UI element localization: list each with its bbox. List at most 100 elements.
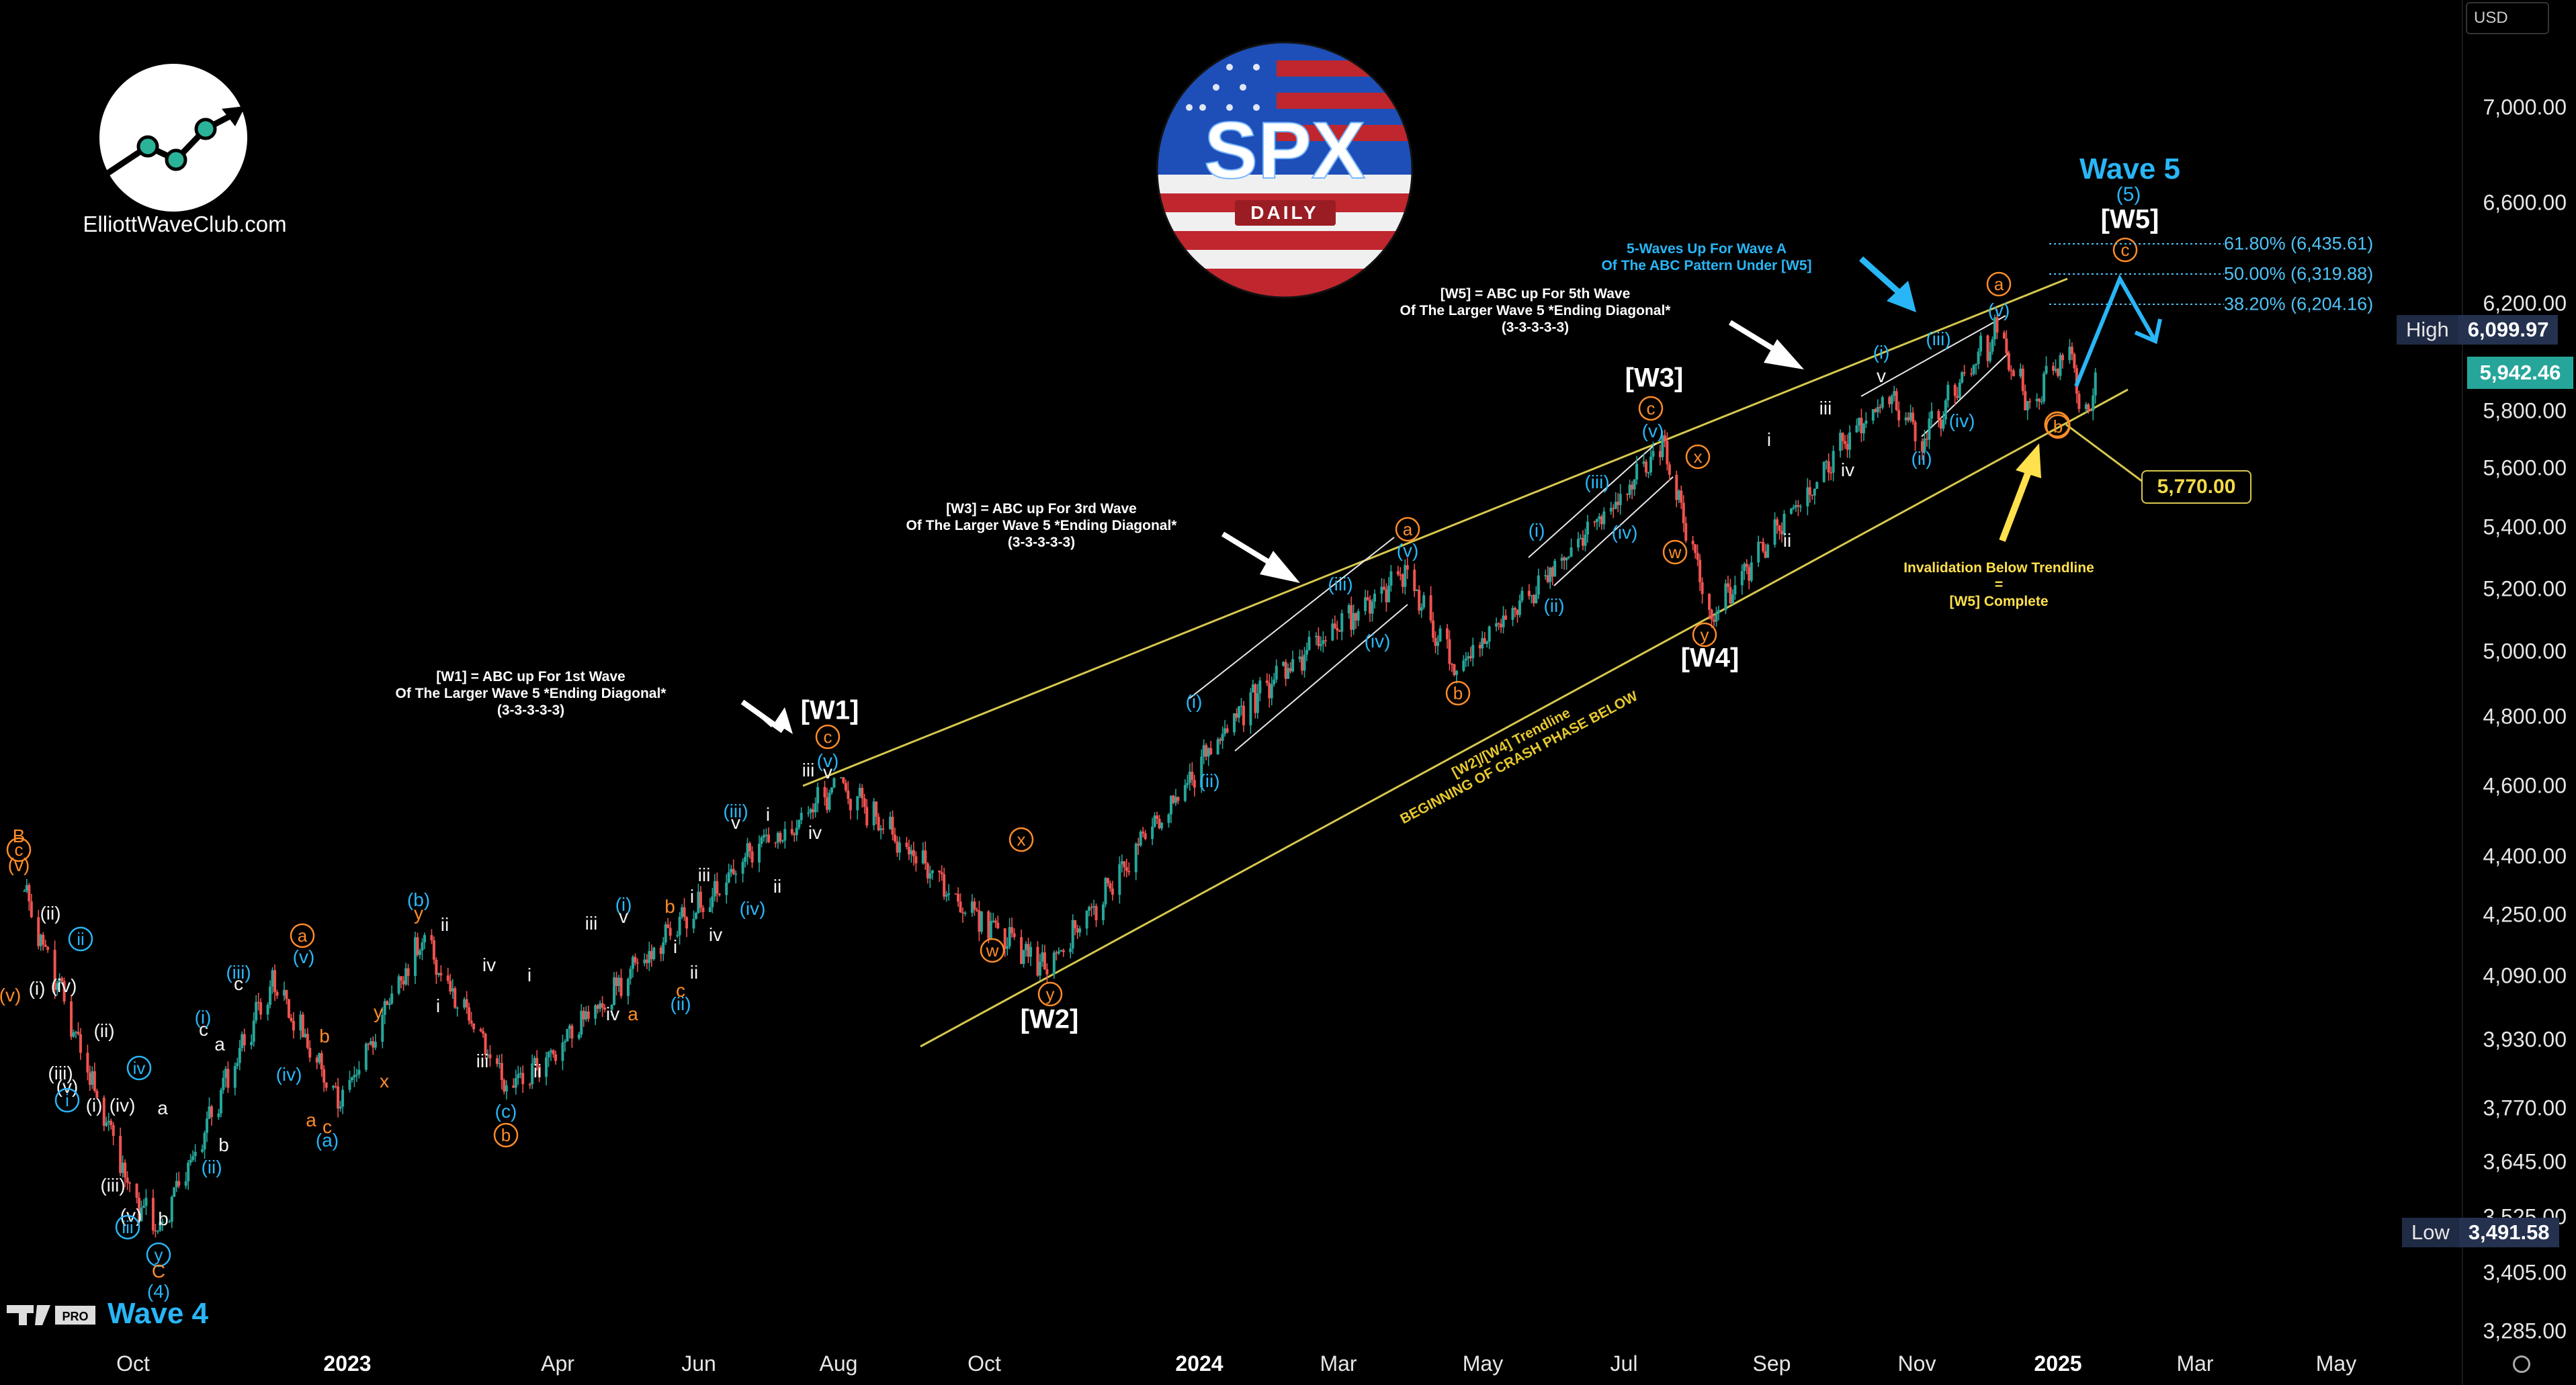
- candle-body: [488, 1054, 492, 1059]
- wave-label: (iii): [226, 962, 251, 983]
- candle-body: [1822, 461, 1826, 482]
- candle-body: [1347, 605, 1350, 614]
- candle-body: [1568, 556, 1571, 558]
- candle-body: [599, 1003, 602, 1009]
- candle-body: [138, 1198, 141, 1221]
- candle-body: [957, 893, 960, 902]
- candle-body: [102, 1098, 105, 1126]
- candle-body: [1680, 490, 1683, 503]
- candle-body: [1127, 870, 1131, 873]
- candle-body: [30, 901, 33, 918]
- fibonacci-lines: [2049, 243, 2224, 305]
- wave-label: b: [501, 1125, 511, 1145]
- candle-body: [1733, 585, 1737, 594]
- candle-body: [1434, 637, 1437, 646]
- wave-label: (iii): [723, 801, 748, 821]
- candle-body: [332, 1085, 335, 1088]
- candle-body: [1923, 438, 1926, 452]
- annotation-line: =: [1994, 577, 2004, 592]
- settings-gear-icon[interactable]: [2513, 1355, 2530, 1373]
- currency-selector[interactable]: USD: [2466, 2, 2549, 34]
- candle-body: [381, 1014, 384, 1042]
- candle-body: [2024, 391, 2027, 410]
- annotation-line: Of The ABC Pattern Under [W5]: [1601, 258, 1812, 273]
- candle-body: [1289, 668, 1292, 672]
- candle-body: [1481, 638, 1484, 649]
- price-tick: 3,645.00: [2483, 1149, 2567, 1174]
- candle-body: [1647, 472, 1650, 474]
- candle-body: [1682, 502, 1685, 523]
- candle-body: [1944, 400, 1947, 420]
- wave-label: (v): [0, 985, 21, 1006]
- candle-body: [1764, 551, 1767, 558]
- candle-body: [1237, 706, 1240, 718]
- candle-body: [88, 1072, 91, 1085]
- candle-body: [1389, 571, 1393, 586]
- candle-body: [357, 1069, 361, 1075]
- candle-body: [662, 942, 665, 954]
- fib-ratio: 50.00%: [2224, 263, 2286, 284]
- wave-label: c: [15, 840, 24, 860]
- candle-body: [1731, 594, 1734, 604]
- time-tick: Sep: [1752, 1351, 1791, 1376]
- candle-body: [500, 1063, 503, 1081]
- candle-body: [1511, 608, 1514, 620]
- candle-body: [1094, 905, 1098, 921]
- candle-body: [383, 1001, 386, 1015]
- wave-label: (iv): [1365, 631, 1391, 652]
- candle-body: [1008, 927, 1011, 947]
- fib-value: 6,319.88: [2296, 263, 2368, 284]
- candle-body: [765, 834, 768, 836]
- candle-body: [271, 970, 274, 987]
- price-tick: 5,600.00: [2483, 455, 2567, 480]
- candle-body: [1020, 937, 1023, 965]
- badge-subtitle: DAILY: [1250, 202, 1318, 223]
- wave-label: (iii): [1328, 574, 1353, 594]
- candle-body: [594, 1005, 597, 1019]
- candle-body: [1071, 920, 1074, 949]
- wave-label: (i): [195, 1007, 212, 1028]
- candle-body: [1043, 952, 1046, 970]
- candle-body: [757, 844, 761, 863]
- candle-body: [694, 913, 697, 919]
- candle-body: [987, 911, 990, 939]
- candle-body: [1022, 950, 1025, 965]
- candle-body: [1200, 756, 1203, 788]
- candlestick-series[interactable]: [23, 309, 2097, 1238]
- candle-body: [1219, 739, 1222, 741]
- wave-label: b: [319, 1026, 330, 1046]
- candle-body: [1699, 560, 1702, 582]
- candle-body: [2084, 404, 2088, 409]
- candle-body: [725, 882, 728, 895]
- annotation-line: [W1] = ABC up For 1st Wave: [436, 669, 626, 684]
- candle-body: [701, 907, 705, 912]
- candle-body: [1724, 583, 1727, 611]
- site-name: ElliottWaveClub.com: [83, 212, 286, 236]
- low-value: 3,491.58: [2458, 1218, 2559, 1247]
- candle-body: [2052, 365, 2055, 371]
- wave-label-circle: [815, 724, 841, 750]
- candle-body: [996, 922, 1000, 929]
- candle-body: [2070, 347, 2073, 355]
- time-tick: Oct: [968, 1351, 1001, 1376]
- annotation-line: Of The Larger Wave 5 *Ending Diagonal*: [395, 686, 667, 701]
- wave-label-circle: [1662, 539, 1688, 565]
- diagonal-channel-lines: [1189, 315, 2010, 752]
- candle-body: [1694, 544, 1697, 553]
- candle-body: [1193, 780, 1196, 788]
- candle-body: [631, 956, 634, 969]
- annotation-5waves: 5-Waves Up For Wave A Of The ABC Pattern…: [1576, 240, 1838, 274]
- candle-body: [943, 874, 946, 897]
- candle-body: [1003, 928, 1006, 949]
- wave-label-circle: [1638, 396, 1664, 421]
- wave-label: v: [1877, 365, 1886, 386]
- candle-body: [856, 796, 859, 811]
- candle-body: [2059, 355, 2062, 376]
- candle-body: [350, 1077, 353, 1081]
- wave-label: y: [374, 1001, 383, 1022]
- candle-body: [1642, 461, 1645, 464]
- candle-body: [388, 1003, 391, 1006]
- candle-body: [924, 850, 927, 864]
- candle-body: [1471, 645, 1475, 658]
